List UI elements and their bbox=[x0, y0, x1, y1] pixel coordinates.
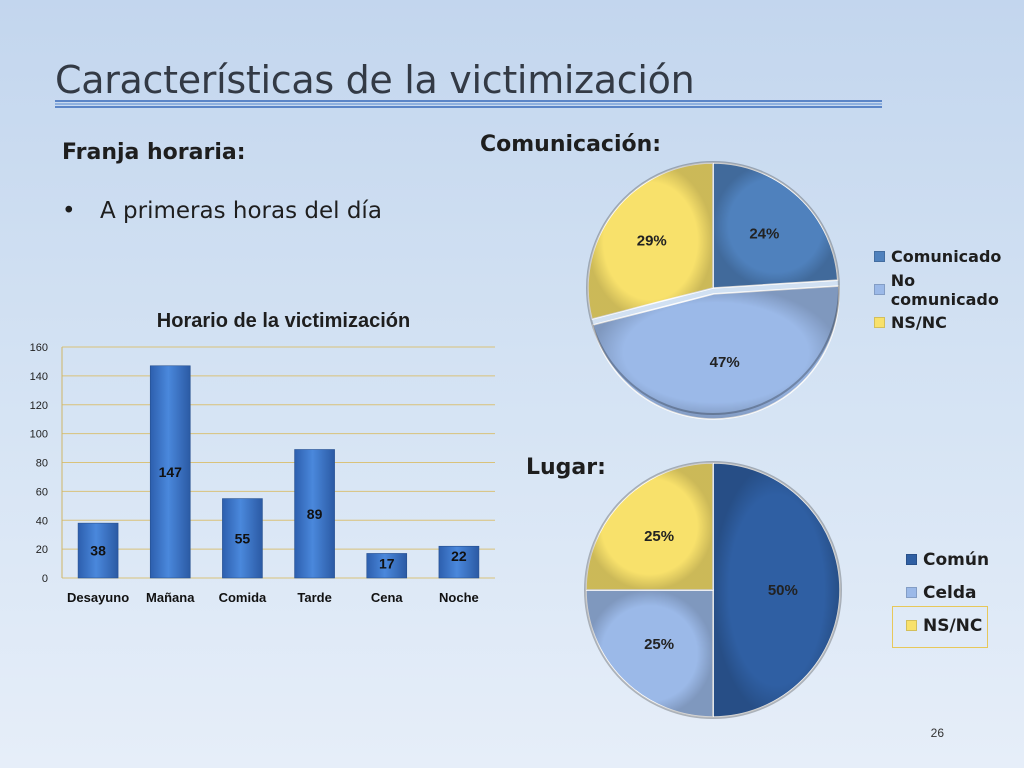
y-tick-label: 60 bbox=[36, 486, 48, 498]
legend-item: NS/NC bbox=[874, 306, 1024, 339]
bar bbox=[222, 498, 263, 579]
lugar-legend: Común Celda NS/NC bbox=[906, 543, 989, 642]
bar bbox=[77, 522, 119, 579]
legend-swatch bbox=[906, 554, 917, 565]
x-tick-label: Mañana bbox=[146, 590, 195, 605]
bar bbox=[366, 553, 408, 579]
x-tick-label: Tarde bbox=[297, 590, 331, 605]
bullet-text: A primeras horas del día bbox=[100, 198, 382, 224]
pie-slice-shade bbox=[592, 286, 839, 419]
y-tick-label: 20 bbox=[36, 544, 48, 556]
legend-label: NS/NC bbox=[891, 313, 947, 332]
y-tick-label: 0 bbox=[42, 573, 48, 585]
pie-slice-shade bbox=[713, 163, 838, 288]
legend-item: Celda bbox=[906, 576, 989, 609]
pie-data-label: 25% bbox=[644, 636, 674, 653]
lugar-pie-chart: 50% 25% 25% bbox=[584, 461, 842, 719]
lugar-heading: Lugar: bbox=[526, 455, 606, 480]
pie-data-label: 24% bbox=[749, 225, 779, 242]
comunicacion-heading: Comunicación: bbox=[480, 132, 662, 157]
y-tick-label: 160 bbox=[30, 342, 48, 354]
bar-data-label: 89 bbox=[307, 506, 323, 522]
x-tick-label: Desayuno bbox=[67, 590, 129, 605]
pie-slice-shade bbox=[586, 463, 713, 590]
legend-item: NS/NC bbox=[906, 609, 989, 642]
pie-outline bbox=[586, 161, 840, 415]
pie-data-label: 25% bbox=[644, 528, 674, 545]
legend-item: Comunicado bbox=[874, 240, 1024, 273]
bar-chart-title: Horario de la victimización bbox=[157, 310, 410, 332]
legend-label: Celda bbox=[923, 582, 977, 603]
legend-item: Común bbox=[906, 543, 989, 576]
bar-data-label: 17 bbox=[379, 555, 395, 571]
pie-data-label: 50% bbox=[768, 582, 798, 599]
x-tick-label: Noche bbox=[439, 590, 479, 605]
y-tick-label: 120 bbox=[30, 400, 48, 412]
legend-swatch bbox=[874, 284, 885, 295]
y-tick-label: 140 bbox=[30, 371, 48, 383]
y-tick-label: 40 bbox=[36, 515, 48, 527]
bar-data-label: 22 bbox=[451, 548, 467, 564]
legend-label: No comunicado bbox=[890, 270, 999, 309]
legend-swatch bbox=[874, 317, 885, 328]
lugar-legend-highlight bbox=[892, 606, 988, 648]
pie-slice-shade bbox=[586, 590, 713, 717]
y-tick-label: 80 bbox=[36, 458, 48, 470]
comunicacion-legend: Comunicado No comunicado NS/NC bbox=[874, 240, 1024, 339]
pie-slice-shade bbox=[588, 163, 713, 320]
bar-data-label: 147 bbox=[159, 464, 183, 480]
x-tick-label: Cena bbox=[371, 590, 404, 605]
legend-swatch bbox=[906, 620, 917, 631]
pie-data-label: 29% bbox=[637, 232, 667, 249]
pie-slice-shade bbox=[713, 463, 840, 717]
legend-item: No comunicado bbox=[874, 270, 1024, 309]
bar-data-label: 38 bbox=[90, 543, 106, 559]
legend-swatch bbox=[906, 587, 917, 598]
bullet-item: • A primeras horas del día bbox=[62, 198, 382, 224]
franja-heading: Franja horaria: bbox=[62, 140, 246, 165]
bar-chart: Horario de la victimización 0 20 40 60 80 100 1… bbox=[30, 310, 495, 605]
x-tick-label: Comida bbox=[219, 590, 267, 605]
bullet-icon: • bbox=[62, 198, 76, 224]
legend-label: NS/NC bbox=[923, 615, 983, 636]
bar bbox=[438, 545, 480, 579]
legend-label: Común bbox=[923, 549, 990, 570]
pie-data-label: 47% bbox=[710, 354, 740, 371]
title-underline bbox=[55, 100, 882, 108]
y-tick-label: 100 bbox=[30, 429, 48, 441]
legend-swatch bbox=[874, 251, 885, 262]
bar bbox=[149, 365, 191, 579]
pie-outline bbox=[584, 461, 842, 719]
slide-title: Características de la victimización bbox=[55, 58, 695, 102]
bar-data-label: 55 bbox=[235, 530, 251, 546]
comunicacion-pie-chart: 24% 47% 29% bbox=[586, 161, 840, 420]
page-number: 26 bbox=[930, 726, 944, 740]
bar bbox=[294, 449, 335, 579]
legend-label: Comunicado bbox=[891, 247, 1002, 266]
